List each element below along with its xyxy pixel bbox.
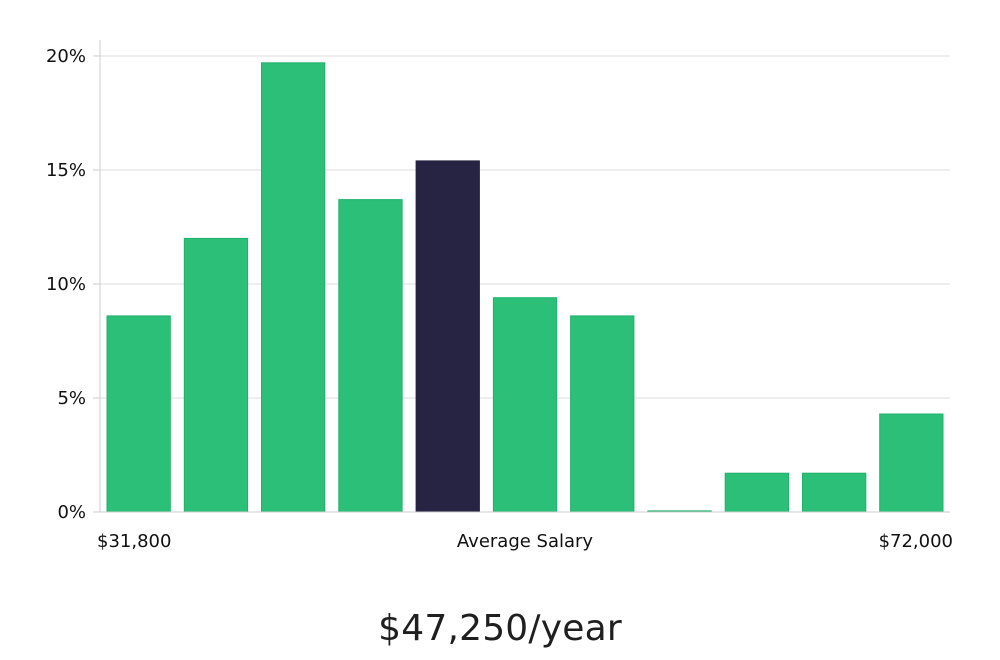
y-tick-label: 5% — [57, 388, 86, 409]
histogram-bar-average — [415, 160, 480, 513]
histogram-bar — [338, 199, 403, 513]
x-min-label: $31,800 — [97, 531, 171, 552]
histogram-bar — [261, 62, 326, 513]
y-axis-tick-labels: 0% 5% 10% 15% 20% — [46, 46, 86, 523]
histogram-bar — [570, 315, 635, 513]
y-tick-label: 15% — [46, 160, 86, 181]
histogram-bar — [183, 237, 249, 513]
histogram-bar — [802, 472, 867, 513]
y-tick-label: 0% — [57, 502, 86, 523]
histogram-bar — [724, 472, 790, 513]
histogram-bar — [106, 315, 171, 513]
x-max-label: $72,000 — [879, 531, 953, 552]
y-tick-label: 20% — [46, 46, 86, 67]
x-center-label: Average Salary — [457, 531, 594, 552]
salary-histogram: 0% 5% 10% 15% 20% $31,800 Average Salary $72… — [46, 40, 953, 552]
histogram-bars — [106, 62, 944, 513]
y-tick-label: 10% — [46, 274, 86, 295]
average-salary-value: $47,250/year — [378, 608, 622, 649]
histogram-bar — [492, 297, 558, 513]
histogram-bar — [879, 413, 944, 513]
